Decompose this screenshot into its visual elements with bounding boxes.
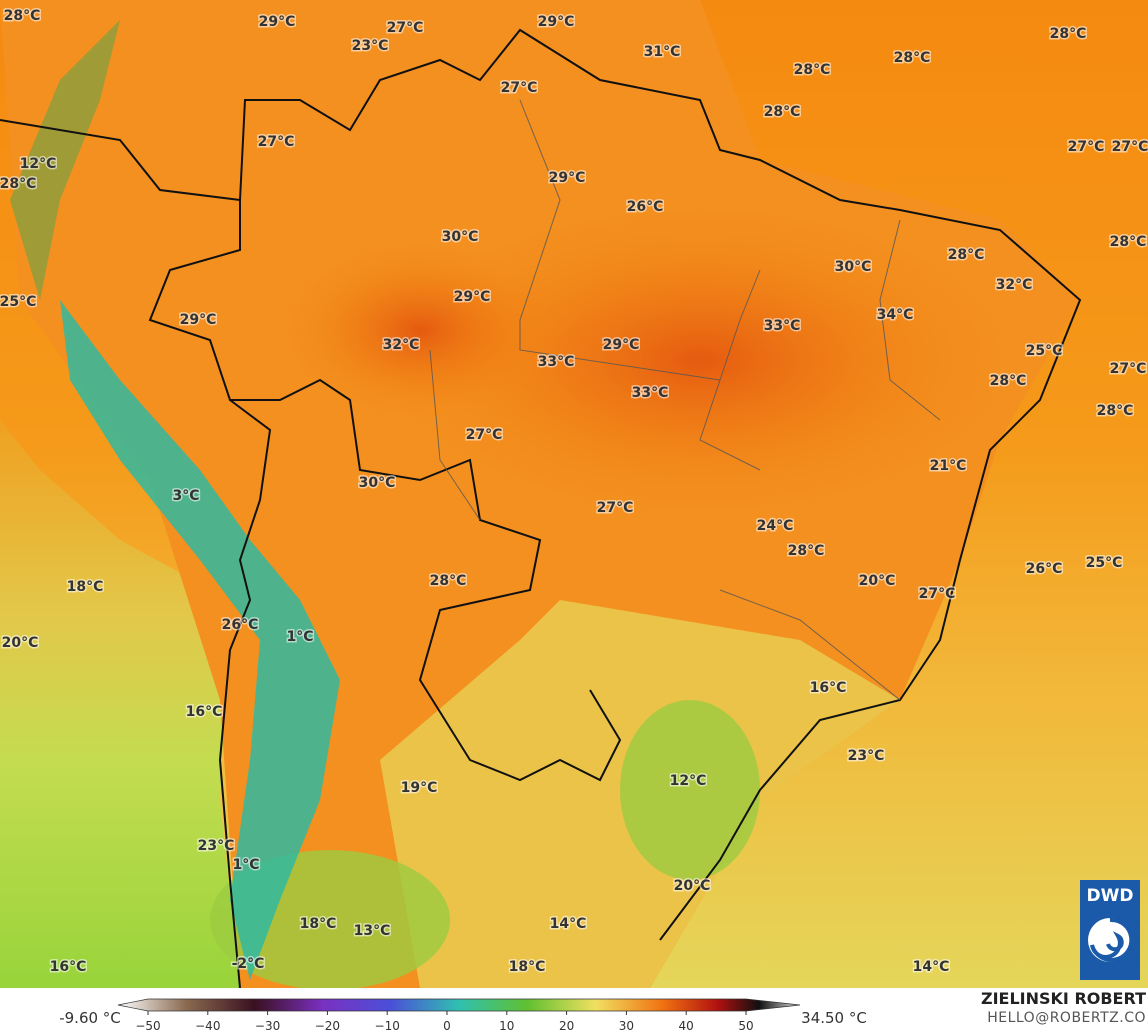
temperature-label: 21°C [930, 458, 967, 474]
temperature-label: 28°C [948, 247, 985, 263]
temperature-label: 20°C [2, 635, 39, 651]
temperature-label: 27°C [1068, 139, 1105, 155]
colorbar-tick-label: 50 [738, 1019, 753, 1033]
temperature-label: 28°C [990, 373, 1027, 389]
colorbar-tick-label: −50 [135, 1019, 160, 1033]
temperature-labels: 28°C 29°C 27°C 23°C 29°C 31°C 28°C 28°C 28°C 27°C… [0, 7, 1148, 977]
credit-name: ZIELINSKI ROBERT [981, 989, 1146, 1008]
temperature-label: 29°C [180, 312, 217, 328]
temperature-label: 33°C [632, 385, 669, 401]
temperature-label: 27°C [1110, 361, 1147, 377]
temperature-label: 19°C [401, 780, 438, 796]
temperature-label: 27°C [501, 80, 538, 96]
temperature-label: 25°C [1026, 343, 1063, 359]
temperature-label: 27°C [1112, 139, 1148, 155]
temperature-label: 30°C [359, 475, 396, 491]
temperature-label: 12°C [670, 773, 707, 789]
temperature-label: 32°C [996, 277, 1033, 293]
colorbar-min: -9.60 °C [59, 1009, 121, 1027]
temperature-label: 29°C [454, 289, 491, 305]
temperature-label: 20°C [674, 878, 711, 894]
temperature-label: 16°C [50, 959, 87, 975]
colorbar-tick-label: 20 [559, 1019, 574, 1033]
temperature-label: 28°C [1097, 403, 1134, 419]
temperature-label: 28°C [794, 62, 831, 78]
temperature-label: 25°C [1086, 555, 1123, 571]
temperature-label: 18°C [300, 916, 337, 932]
temperature-label: 31°C [644, 44, 681, 60]
map-background [0, 0, 1148, 990]
temperature-label: 33°C [764, 318, 801, 334]
colorbar-ticks: −50 −40 −30 −20 −10 0 10 20 30 40 50 [135, 1011, 754, 1033]
temperature-label: 23°C [198, 838, 235, 854]
temperature-label: 28°C [764, 104, 801, 120]
temperature-label: 33°C [538, 354, 575, 370]
temperature-label: 26°C [627, 199, 664, 215]
temperature-label: 12°C [20, 156, 57, 172]
dwd-logo: DWD [1080, 880, 1140, 980]
temperature-label: 29°C [259, 14, 296, 30]
temperature-label: 28°C [788, 543, 825, 559]
temperature-label: 27°C [919, 586, 956, 602]
temperature-label: 29°C [549, 170, 586, 186]
colorbar-tick-label: 0 [443, 1019, 451, 1033]
credit-contact: HELLO@ROBERTZ.CO [987, 1010, 1146, 1026]
temperature-label: 26°C [1026, 561, 1063, 577]
temperature-label: 27°C [387, 20, 424, 36]
temperature-label: 28°C [894, 50, 931, 66]
temperature-label: 16°C [810, 680, 847, 696]
colorbar-tick-label: 10 [499, 1019, 514, 1033]
temperature-label: 30°C [835, 259, 872, 275]
temperature-label: 1°C [286, 629, 313, 645]
temperature-label: -2°C [232, 956, 265, 972]
colorbar-tick-label: 40 [679, 1019, 694, 1033]
colorbar-tick-label: −20 [315, 1019, 340, 1033]
temperature-label: 14°C [550, 916, 587, 932]
temperature-label: 13°C [354, 923, 391, 939]
temperature-label: 30°C [442, 229, 479, 245]
logo-text: DWD [1087, 886, 1134, 906]
temperature-label: 27°C [258, 134, 295, 150]
colorbar-tick-label: −10 [375, 1019, 400, 1033]
temperature-label: 32°C [383, 337, 420, 353]
temperature-label: 27°C [466, 427, 503, 443]
temperature-label: 18°C [509, 959, 546, 975]
temperature-label: 1°C [232, 857, 259, 873]
legend-bar [0, 988, 1148, 1035]
temperature-label: 29°C [538, 14, 575, 30]
temperature-label: 20°C [859, 573, 896, 589]
colorbar-max: 34.50 °C [801, 1009, 867, 1027]
temperature-label: 28°C [0, 176, 36, 192]
temperature-label: 34°C [877, 307, 914, 323]
colorbar-tick-label: 30 [619, 1019, 634, 1033]
temperature-label: 23°C [352, 38, 389, 54]
temperature-label: 18°C [67, 579, 104, 595]
temperature-label: 25°C [0, 294, 36, 310]
temperature-label: 24°C [757, 518, 794, 534]
temperature-label: 3°C [172, 488, 199, 504]
temperature-label: 28°C [4, 8, 41, 24]
temperature-label: 29°C [603, 337, 640, 353]
temperature-label: 16°C [186, 704, 223, 720]
temperature-label: 14°C [913, 959, 950, 975]
colorbar-tick-label: −40 [195, 1019, 220, 1033]
temperature-label: 28°C [1110, 234, 1147, 250]
temperature-label: 26°C [222, 617, 259, 633]
temperature-label: 23°C [848, 748, 885, 764]
temperature-label: 28°C [430, 573, 467, 589]
colorbar-tick-label: −30 [255, 1019, 280, 1033]
temperature-label: 28°C [1050, 26, 1087, 42]
temperature-label: 27°C [597, 500, 634, 516]
